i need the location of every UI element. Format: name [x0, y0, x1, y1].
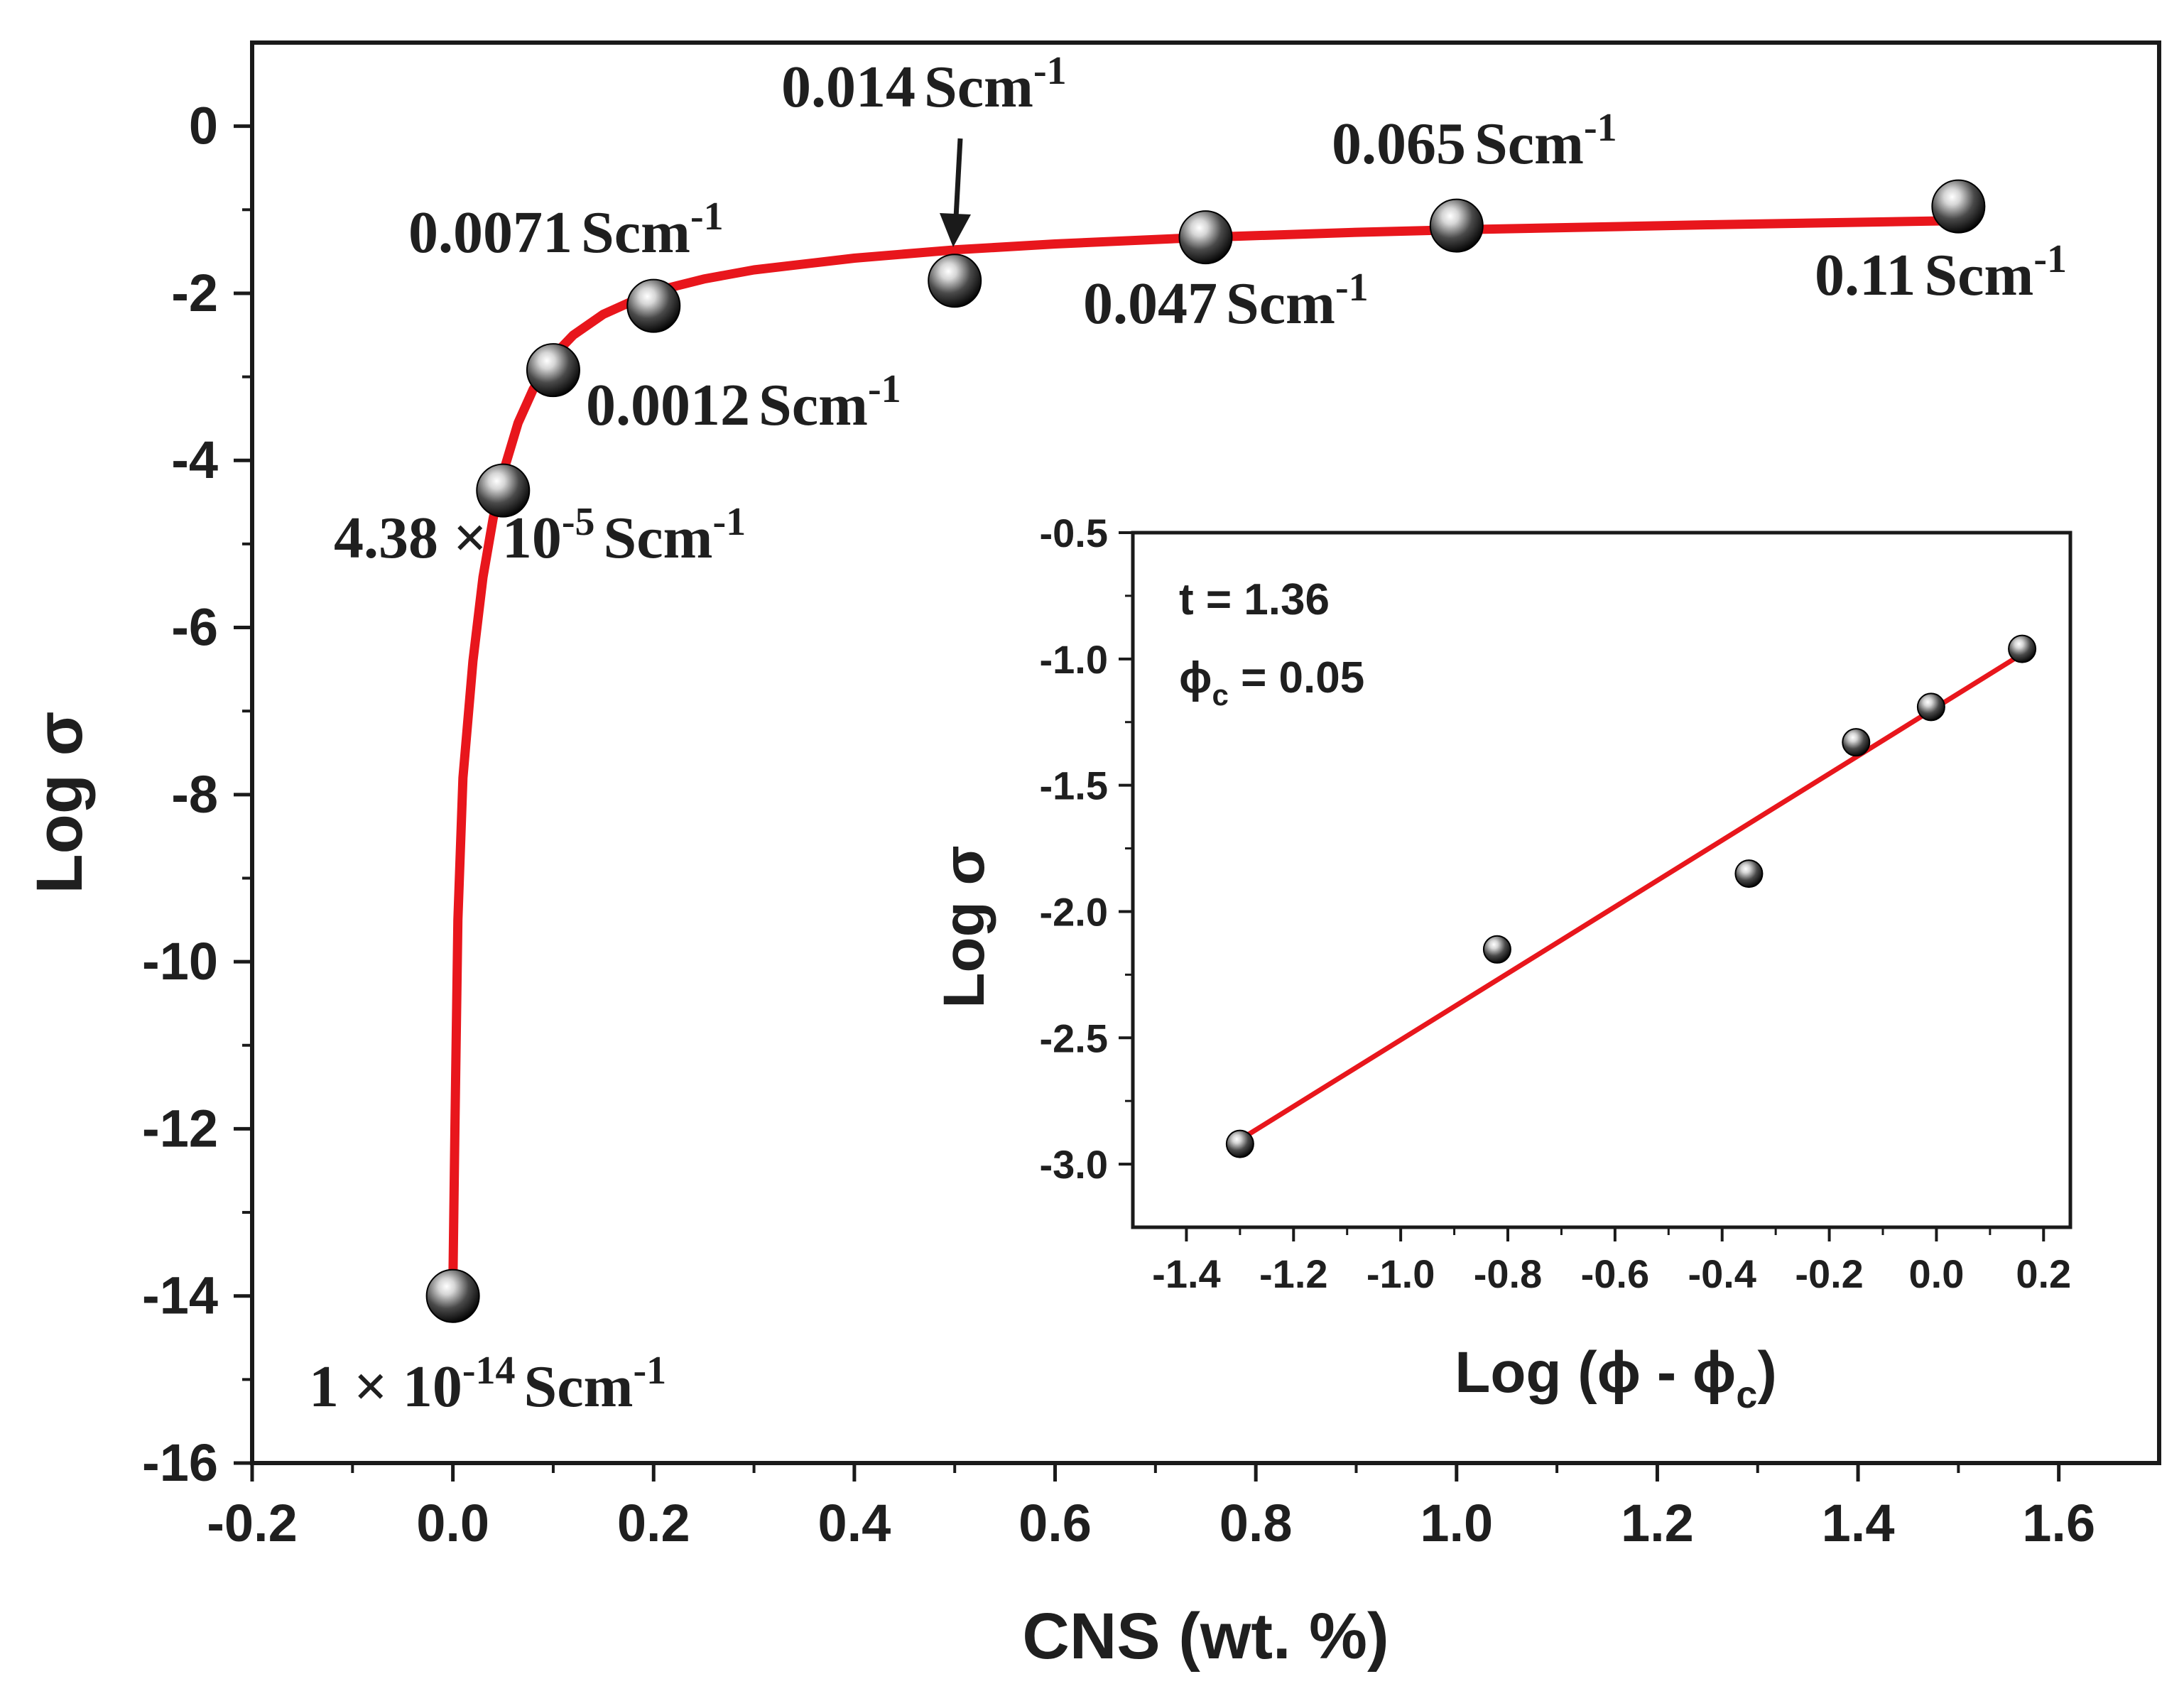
main-x-tick-label: 0.0 [416, 1494, 489, 1553]
main-y-tick-label: 0 [189, 97, 218, 156]
inset-plot-frame [1131, 531, 2072, 1229]
annotation-arrow-head [940, 213, 971, 247]
inset-data-point [1734, 859, 1764, 888]
data-point-annotation: 0.11 Scm-1 [1815, 237, 2067, 308]
inset-y-tick-label: -3.0 [1040, 1142, 1109, 1187]
main-x-tick-label: 1.2 [1621, 1494, 1694, 1553]
inset-data-point [1225, 1129, 1254, 1158]
main-x-tick-label: 0.6 [1018, 1494, 1092, 1553]
main-x-tick-label: 0.2 [617, 1494, 690, 1553]
inset-x-tick-label: -0.2 [1795, 1251, 1864, 1296]
main-x-tick-label: 1.0 [1420, 1494, 1493, 1553]
main-y-tick-label: -10 [142, 932, 218, 991]
threshold-note: ϕc = 0.05 [1179, 653, 1364, 712]
main-y-tick-label: -12 [142, 1099, 218, 1158]
main-data-point [1429, 198, 1484, 253]
inset-y-tick-label: -1.0 [1040, 637, 1109, 682]
inset-x-tick-label: -1.4 [1152, 1251, 1221, 1296]
data-point-annotation: 0.065 Scm-1 [1332, 106, 1617, 177]
inset-y-tick-label: -1.5 [1040, 763, 1109, 808]
exponent-note: t = 1.36 [1179, 575, 1330, 624]
inset-x-axis-title: Log (ϕ - ϕc) [1455, 1340, 1777, 1416]
inset-data-point [2008, 634, 2037, 663]
inset-x-tick-label: -1.0 [1367, 1251, 1435, 1296]
data-point-annotation: 0.0012 Scm-1 [586, 367, 901, 438]
data-point-annotation: 4.38 × 10-5 Scm-1 [334, 500, 746, 571]
main-data-point [626, 278, 681, 333]
main-y-axis-title: Log σ [23, 711, 96, 893]
main-plot-frame [250, 40, 2161, 1465]
main-data-point [1178, 210, 1233, 265]
inset-y-axis-title: Log σ [932, 845, 996, 1008]
inset-fit-line [1242, 651, 2025, 1139]
main-y-tick-label: -16 [142, 1433, 218, 1492]
main-y-tick-label: -6 [171, 598, 218, 657]
main-data-point [476, 463, 531, 518]
main-x-tick-label: 1.6 [2022, 1494, 2095, 1553]
inset-x-tick-label: -0.4 [1688, 1251, 1756, 1296]
data-point-annotation: 1 × 10-14 Scm-1 [309, 1349, 666, 1420]
inset-data-point [1916, 692, 1945, 722]
inset-x-tick-label: 0.0 [1908, 1251, 1964, 1296]
data-point-annotation: 0.0071 Scm-1 [408, 195, 724, 266]
data-point-annotation: 0.047 Scm-1 [1083, 266, 1369, 337]
main-x-tick-label: 0.4 [817, 1494, 891, 1553]
main-data-point [526, 343, 580, 398]
inset-x-tick-label: 0.2 [2016, 1251, 2071, 1296]
inset-x-tick-label: -0.6 [1581, 1251, 1650, 1296]
inset-y-tick-label: -0.5 [1040, 511, 1109, 555]
main-x-axis-title: CNS (wt. %) [1022, 1600, 1389, 1673]
main-y-tick-label: -8 [171, 765, 218, 824]
main-data-point [928, 254, 982, 308]
inset-x-tick-label: -0.8 [1474, 1251, 1543, 1296]
main-x-tick-label: -0.2 [207, 1494, 298, 1553]
inset-data-point [1482, 935, 1511, 964]
data-point-annotation: 0.014 Scm-1 [781, 49, 1067, 120]
main-y-tick-label: -4 [171, 430, 218, 489]
inset-data-point [1842, 728, 1871, 757]
main-data-point [1931, 179, 1986, 234]
main-x-tick-label: 1.4 [1822, 1494, 1895, 1553]
inset-x-tick-label: -1.2 [1259, 1251, 1328, 1296]
inset-y-tick-label: -2.5 [1040, 1016, 1109, 1060]
main-y-tick-label: -14 [142, 1266, 218, 1325]
main-x-tick-label: 0.8 [1219, 1494, 1293, 1553]
inset-y-tick-label: -2.0 [1040, 889, 1109, 934]
main-data-point [425, 1268, 480, 1323]
main-y-tick-label: -2 [171, 263, 218, 322]
